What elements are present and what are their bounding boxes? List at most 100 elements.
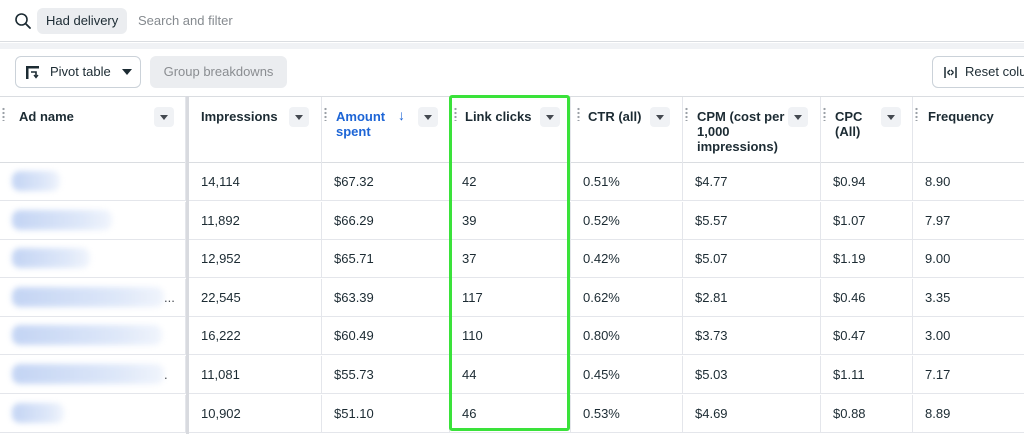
column-menu-button[interactable] (154, 107, 174, 127)
reset-columns-label: Reset colu (965, 64, 1024, 79)
ctr-cell: 0.80% (571, 317, 683, 356)
redacted-ad-name[interactable] (12, 325, 162, 346)
column-label: Link clicks (465, 109, 532, 124)
cpc-cell: $1.19 (821, 240, 913, 279)
amount-cell: $65.71 (322, 240, 450, 279)
impressions-cell: 16,222 (189, 317, 322, 356)
ctr-cell: 0.62% (571, 278, 683, 317)
redacted-ad-name[interactable] (12, 209, 112, 230)
amount-cell: $63.39 (322, 278, 450, 317)
pivot-table-button[interactable]: Pivot table (15, 56, 141, 88)
ctr-cell: 0.52% (571, 201, 683, 240)
impressions-cell: 11,892 (189, 201, 322, 240)
clicks-cell: 110 (450, 317, 571, 356)
sort-descending-icon[interactable]: ↓ (398, 107, 405, 123)
truncation-ellipsis: ... (164, 289, 175, 305)
cpm-cell: $5.07 (683, 240, 821, 279)
ad-name-cell[interactable]: ... (0, 278, 186, 317)
freq-cell: 8.89 (925, 405, 951, 421)
column-menu-button[interactable] (418, 107, 438, 127)
ad-name-cell[interactable] (0, 317, 186, 356)
clicks-cell: 39 (450, 201, 571, 240)
drag-handle-icon[interactable] (324, 107, 327, 121)
filter-chip-had-delivery[interactable]: Had delivery (37, 8, 128, 34)
redacted-ad-name[interactable] (12, 364, 164, 384)
ctr-cell: 0.45% (571, 356, 683, 394)
drag-handle-icon[interactable] (685, 107, 688, 121)
column-label: CPC (All) (835, 109, 863, 139)
truncation-ellipsis: . (164, 367, 168, 382)
column-menu-button[interactable] (788, 107, 808, 127)
column-header-ad-name[interactable]: Ad name (0, 97, 186, 163)
column-menu-button[interactable] (881, 107, 901, 127)
column-menu-button[interactable] (289, 107, 309, 127)
column-header-impressions[interactable]: Impressions (189, 97, 322, 163)
table-row[interactable]: 11,892 $66.29 39 0.52% $5.57 $1.07 7.97 (0, 201, 1024, 240)
clicks-cell: 46 (450, 394, 571, 433)
table-row[interactable]: . 11,081 $55.73 44 0.45% $5.03 $1.11 7.17 (0, 356, 1024, 394)
reset-columns-icon (944, 67, 957, 78)
column-label: CPM (cost per 1,000 impressions) (697, 109, 785, 154)
column-menu-button[interactable] (540, 107, 560, 127)
cpc-cell: $0.47 (821, 317, 913, 356)
amount-cell: $67.32 (322, 163, 450, 201)
column-label: CTR (all) (588, 109, 642, 124)
amount-cell: $55.73 (322, 356, 450, 394)
table-row[interactable]: 14,114 $67.32 42 0.51% $4.77 $0.94 8.90 (0, 163, 1024, 201)
pivot-table-icon (26, 66, 39, 79)
ad-name-cell[interactable] (0, 163, 186, 201)
table-row[interactable]: 12,952 $65.71 37 0.42% $5.07 $1.19 9.00 (0, 240, 1024, 279)
ad-name-cell[interactable] (0, 394, 186, 433)
column-header-link-clicks[interactable]: Link clicks (450, 97, 571, 163)
group-breakdowns-button[interactable]: Group breakdowns (150, 56, 287, 88)
chevron-down-icon (122, 69, 132, 75)
table-row[interactable]: ... 22,545 $63.39 117 0.62% $2.81 $0.46 3.35 (0, 278, 1024, 317)
freq-cell: 9.00 (925, 251, 951, 267)
table-header: Ad name Impressions Amount spent ↓ Link … (0, 96, 1024, 163)
column-header-cpc[interactable]: CPC (All) (821, 97, 913, 163)
column-menu-button[interactable] (650, 107, 670, 127)
frozen-column-divider[interactable] (186, 96, 189, 434)
drag-handle-icon[interactable] (915, 107, 918, 121)
table-row[interactable]: 10,902 $51.10 46 0.53% $4.69 $0.88 8.89 (0, 394, 1024, 433)
redacted-ad-name[interactable] (12, 402, 64, 423)
table-toolbar: Pivot table Group breakdowns Reset colu (0, 49, 1024, 96)
drag-handle-icon[interactable] (823, 107, 826, 121)
clicks-cell: 42 (450, 163, 571, 201)
column-header-ctr[interactable]: CTR (all) (571, 97, 683, 163)
cpm-cell: $5.03 (683, 356, 821, 394)
amount-cell: $51.10 (322, 394, 450, 433)
cpm-cell: $4.69 (683, 394, 821, 433)
freq-cell: 8.90 (925, 174, 951, 189)
ctr-cell: 0.53% (571, 394, 683, 433)
redacted-ad-name[interactable] (12, 171, 60, 191)
drag-handle-icon[interactable] (454, 107, 457, 121)
table-row[interactable]: 16,222 $60.49 110 0.80% $3.73 $0.47 3.00 (0, 317, 1024, 356)
ad-name-cell[interactable] (0, 201, 186, 240)
impressions-cell: 11,081 (189, 356, 322, 394)
column-label: Amount spent (336, 109, 386, 139)
column-label: Ad name (19, 109, 74, 124)
ad-name-cell[interactable] (0, 240, 186, 279)
column-header-cpm[interactable]: CPM (cost per 1,000 impressions) (683, 97, 821, 163)
amount-cell: $66.29 (322, 201, 450, 240)
ad-name-cell[interactable]: . (0, 356, 186, 394)
column-header-frequency[interactable]: Frequency (913, 97, 1024, 163)
column-label: Frequency (928, 109, 994, 124)
search-icon[interactable] (14, 12, 32, 30)
cpm-cell: $4.77 (683, 163, 821, 201)
freq-cell: 7.97 (925, 212, 951, 228)
reset-columns-button[interactable]: Reset colu (932, 56, 1024, 88)
filter-bar: Had delivery Search and filter (0, 0, 1024, 42)
column-header-amount-spent[interactable]: Amount spent ↓ (322, 97, 450, 163)
cpc-cell: $0.46 (821, 278, 913, 317)
ctr-cell: 0.51% (571, 163, 683, 201)
drag-handle-icon[interactable] (577, 107, 580, 121)
drag-handle-icon[interactable] (2, 107, 5, 121)
freq-cell: 3.00 (925, 328, 951, 344)
redacted-ad-name[interactable] (12, 248, 90, 269)
redacted-ad-name[interactable] (12, 286, 164, 307)
cpc-cell: $1.07 (821, 201, 913, 240)
search-filter-input[interactable]: Search and filter (138, 13, 233, 28)
freq-cell: 3.35 (925, 289, 951, 305)
